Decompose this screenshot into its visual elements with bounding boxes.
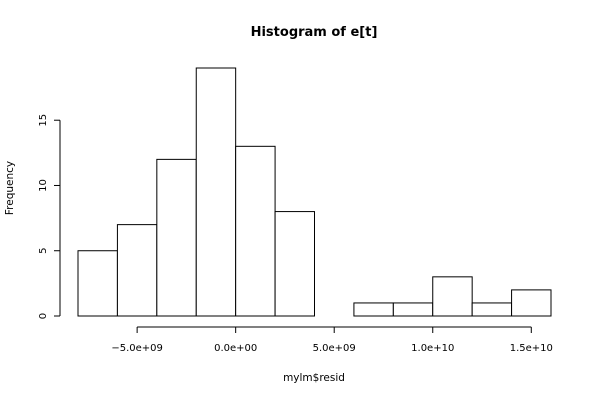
- histogram-bar: [156, 158, 197, 317]
- y-tick-label: 10: [38, 179, 49, 192]
- histogram-bar: [195, 67, 237, 317]
- y-axis-label: Frequency: [4, 161, 16, 215]
- histogram-bar: [235, 145, 276, 317]
- histogram-bar: [511, 289, 552, 317]
- histogram-bar: [471, 302, 513, 317]
- histogram-bar: [274, 211, 316, 317]
- x-tick-label: −5.0e+09: [111, 343, 163, 354]
- histogram-bar: [77, 250, 118, 317]
- histogram-bar: [353, 302, 394, 317]
- y-axis: 0 5 10 15: [38, 114, 61, 319]
- x-tick-label: 5.0e+09: [313, 343, 356, 354]
- chart-title: Histogram of e[t]: [251, 25, 378, 40]
- x-tick-label: 1.5e+10: [510, 343, 553, 354]
- x-tick-label: 0.0e+00: [214, 343, 257, 354]
- histogram-bar: [116, 224, 158, 317]
- bars: [77, 67, 552, 317]
- y-tick-label: 15: [38, 114, 49, 127]
- x-axis-label: mylm$resid: [283, 372, 345, 384]
- x-tick-label: 1.0e+10: [411, 343, 454, 354]
- y-tick-label: 0: [38, 313, 49, 319]
- x-axis: −5.0e+09 0.0e+00 5.0e+09 1.0e+10 1.5e+10: [111, 326, 553, 354]
- histogram-bar: [392, 302, 434, 317]
- y-tick-label: 5: [38, 248, 49, 254]
- histogram-bar: [432, 276, 473, 317]
